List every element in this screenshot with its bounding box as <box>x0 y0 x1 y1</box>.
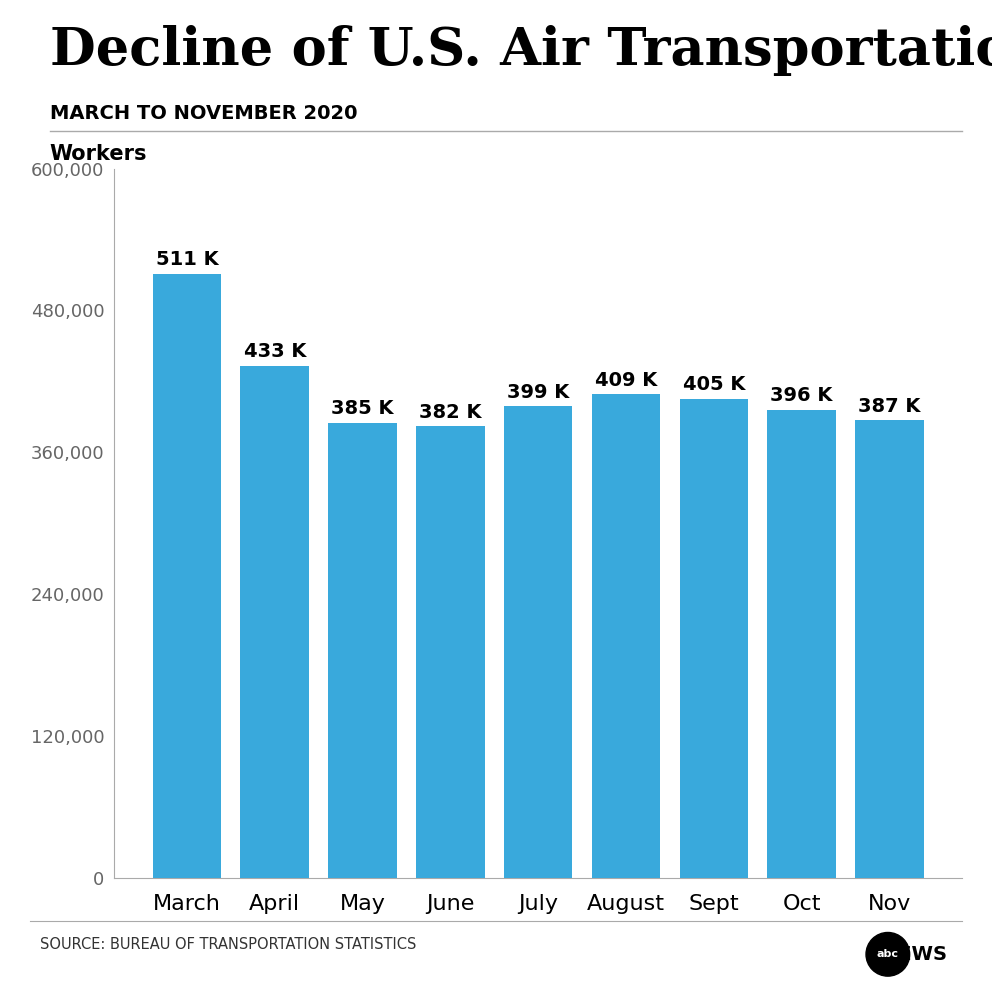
Bar <box>768 410 836 878</box>
Text: 511 K: 511 K <box>156 250 218 269</box>
Text: 396 K: 396 K <box>771 386 833 405</box>
Text: 385 K: 385 K <box>331 399 394 418</box>
Text: 382 K: 382 K <box>419 403 481 422</box>
Bar <box>328 423 397 878</box>
Bar <box>416 427 484 878</box>
Text: NEWS: NEWS <box>882 944 947 964</box>
Bar <box>504 407 572 878</box>
Text: Decline of U.S. Air Transportation Employment: Decline of U.S. Air Transportation Emplo… <box>50 25 992 76</box>
Bar <box>680 399 748 878</box>
Bar <box>153 274 221 878</box>
Text: SOURCE: BUREAU OF TRANSPORTATION STATISTICS: SOURCE: BUREAU OF TRANSPORTATION STATIST… <box>40 937 416 952</box>
Text: 387 K: 387 K <box>858 397 921 416</box>
Text: MARCH TO NOVEMBER 2020: MARCH TO NOVEMBER 2020 <box>50 104 357 123</box>
Circle shape <box>866 932 910 976</box>
Text: Workers: Workers <box>50 144 147 164</box>
Text: 399 K: 399 K <box>507 383 569 402</box>
Bar <box>855 421 924 878</box>
Bar <box>240 366 309 878</box>
Text: 409 K: 409 K <box>595 371 657 390</box>
Text: 405 K: 405 K <box>682 375 745 395</box>
Bar <box>592 395 661 878</box>
Text: abc: abc <box>877 949 899 959</box>
Text: 433 K: 433 K <box>243 342 306 361</box>
